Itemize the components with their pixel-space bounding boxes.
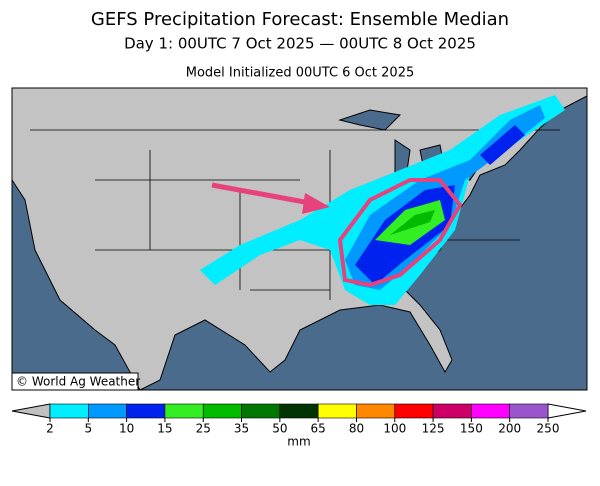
tick-label: 15 [157, 422, 172, 436]
tick-label: 10 [119, 422, 134, 436]
tick-label: 50 [272, 422, 287, 436]
tick-label: 5 [84, 422, 92, 436]
color-swatch [202, 403, 242, 419]
arrow-shaft [211, 182, 311, 206]
init-time: Model Initialized 00UTC 6 Oct 2025 [186, 66, 415, 81]
tick-label: 65 [311, 422, 326, 436]
precip-25 [390, 210, 435, 235]
tick-label: 200 [498, 422, 521, 436]
tick-label: 35 [234, 422, 249, 436]
color-swatch [317, 403, 357, 419]
color-swatch [432, 403, 472, 419]
title: GEFS Precipitation Forecast: Ensemble Me… [91, 9, 509, 30]
color-swatch [88, 403, 127, 419]
precip-2 [200, 95, 565, 305]
unit: mm [287, 435, 310, 449]
tick-label: 150 [460, 422, 483, 436]
tick-label: 100 [383, 422, 406, 436]
under-arrow [11, 403, 51, 419]
color-swatch [356, 403, 396, 419]
color-swatch [394, 403, 434, 419]
color-swatch [471, 403, 510, 419]
tick-label: 2 [46, 422, 54, 436]
credit: © World Ag Weather [16, 375, 140, 389]
subtitle: Day 1: 00UTC 7 Oct 2025 — 00UTC 8 Oct 20… [124, 35, 476, 53]
color-swatch [241, 403, 281, 419]
credit-box [11, 372, 139, 391]
map: © World Ag Weather [11, 87, 588, 391]
tick-label: 250 [537, 422, 560, 436]
highlight-outline [337, 178, 463, 288]
over-arrow [547, 403, 587, 419]
color-swatch [164, 403, 204, 419]
color-swatch [49, 403, 89, 419]
color-swatch [126, 403, 166, 419]
tick-label: 80 [349, 422, 364, 436]
arrow-head [302, 193, 330, 214]
color-swatch [279, 403, 319, 419]
color-swatch [509, 403, 549, 419]
tick-label: 25 [196, 422, 211, 436]
tick-label: 125 [422, 422, 445, 436]
